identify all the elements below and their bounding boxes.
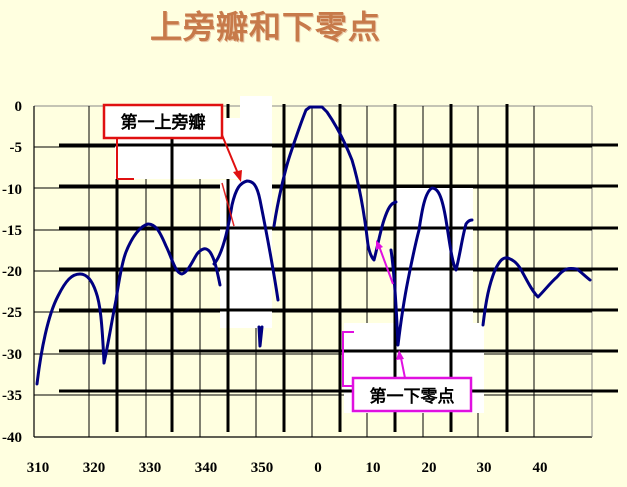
y-tick-minus15: -15	[2, 223, 22, 239]
pattern-curve	[35, 105, 592, 386]
arrow-upper-sidelobe	[221, 134, 240, 177]
arrow-first-null	[378, 245, 394, 285]
callout-lower-null-label: 第一下零点	[370, 386, 455, 407]
curve-left	[35, 222, 222, 386]
x-tick-10: 10	[366, 460, 381, 476]
curve-right-tail	[481, 256, 592, 327]
x-tick-320: 320	[83, 460, 106, 476]
arrowhead-icon	[233, 170, 242, 182]
y-axis: 0 -5 -10 -15 -20 -25 -30 -35 -40	[2, 99, 22, 446]
y-tick-0: 0	[15, 99, 23, 115]
curve-lower-null	[389, 186, 474, 347]
x-tick-330: 330	[139, 460, 162, 476]
x-tick-310: 310	[27, 460, 50, 476]
x-tick-340: 340	[195, 460, 218, 476]
y-tick-minus35: -35	[2, 388, 22, 404]
x-tick-350: 350	[251, 460, 274, 476]
y-tick-minus5: -5	[10, 140, 23, 156]
y-tick-minus10: -10	[2, 182, 22, 198]
page-title: 上旁瓣和下零点	[150, 8, 382, 46]
x-tick-30: 30	[477, 460, 492, 476]
arrowhead-icon	[396, 350, 404, 360]
x-axis: 310 320 330 340 350 0 10 20 30 40	[27, 460, 548, 476]
callout-upper-sidelobe-label: 第一上旁瓣	[121, 112, 206, 133]
curve-dip-fragment	[257, 325, 264, 348]
curve-main-lobe	[272, 105, 398, 262]
y-tick-minus20: -20	[2, 264, 22, 280]
curve-upper-sidelobe	[212, 179, 280, 302]
callout-upper-sidelobe: 第一上旁瓣	[102, 103, 242, 227]
x-tick-40: 40	[533, 460, 548, 476]
y-tick-minus30: -30	[2, 347, 22, 363]
arrowhead-icon	[376, 240, 383, 250]
x-tick-0: 0	[314, 460, 322, 476]
y-tick-minus40: -40	[2, 430, 22, 446]
x-tick-20: 20	[422, 460, 437, 476]
arrow-lower-null	[400, 357, 406, 379]
callout-lower-null: 第一下零点	[342, 240, 473, 413]
y-tick-minus25: -25	[2, 305, 22, 321]
